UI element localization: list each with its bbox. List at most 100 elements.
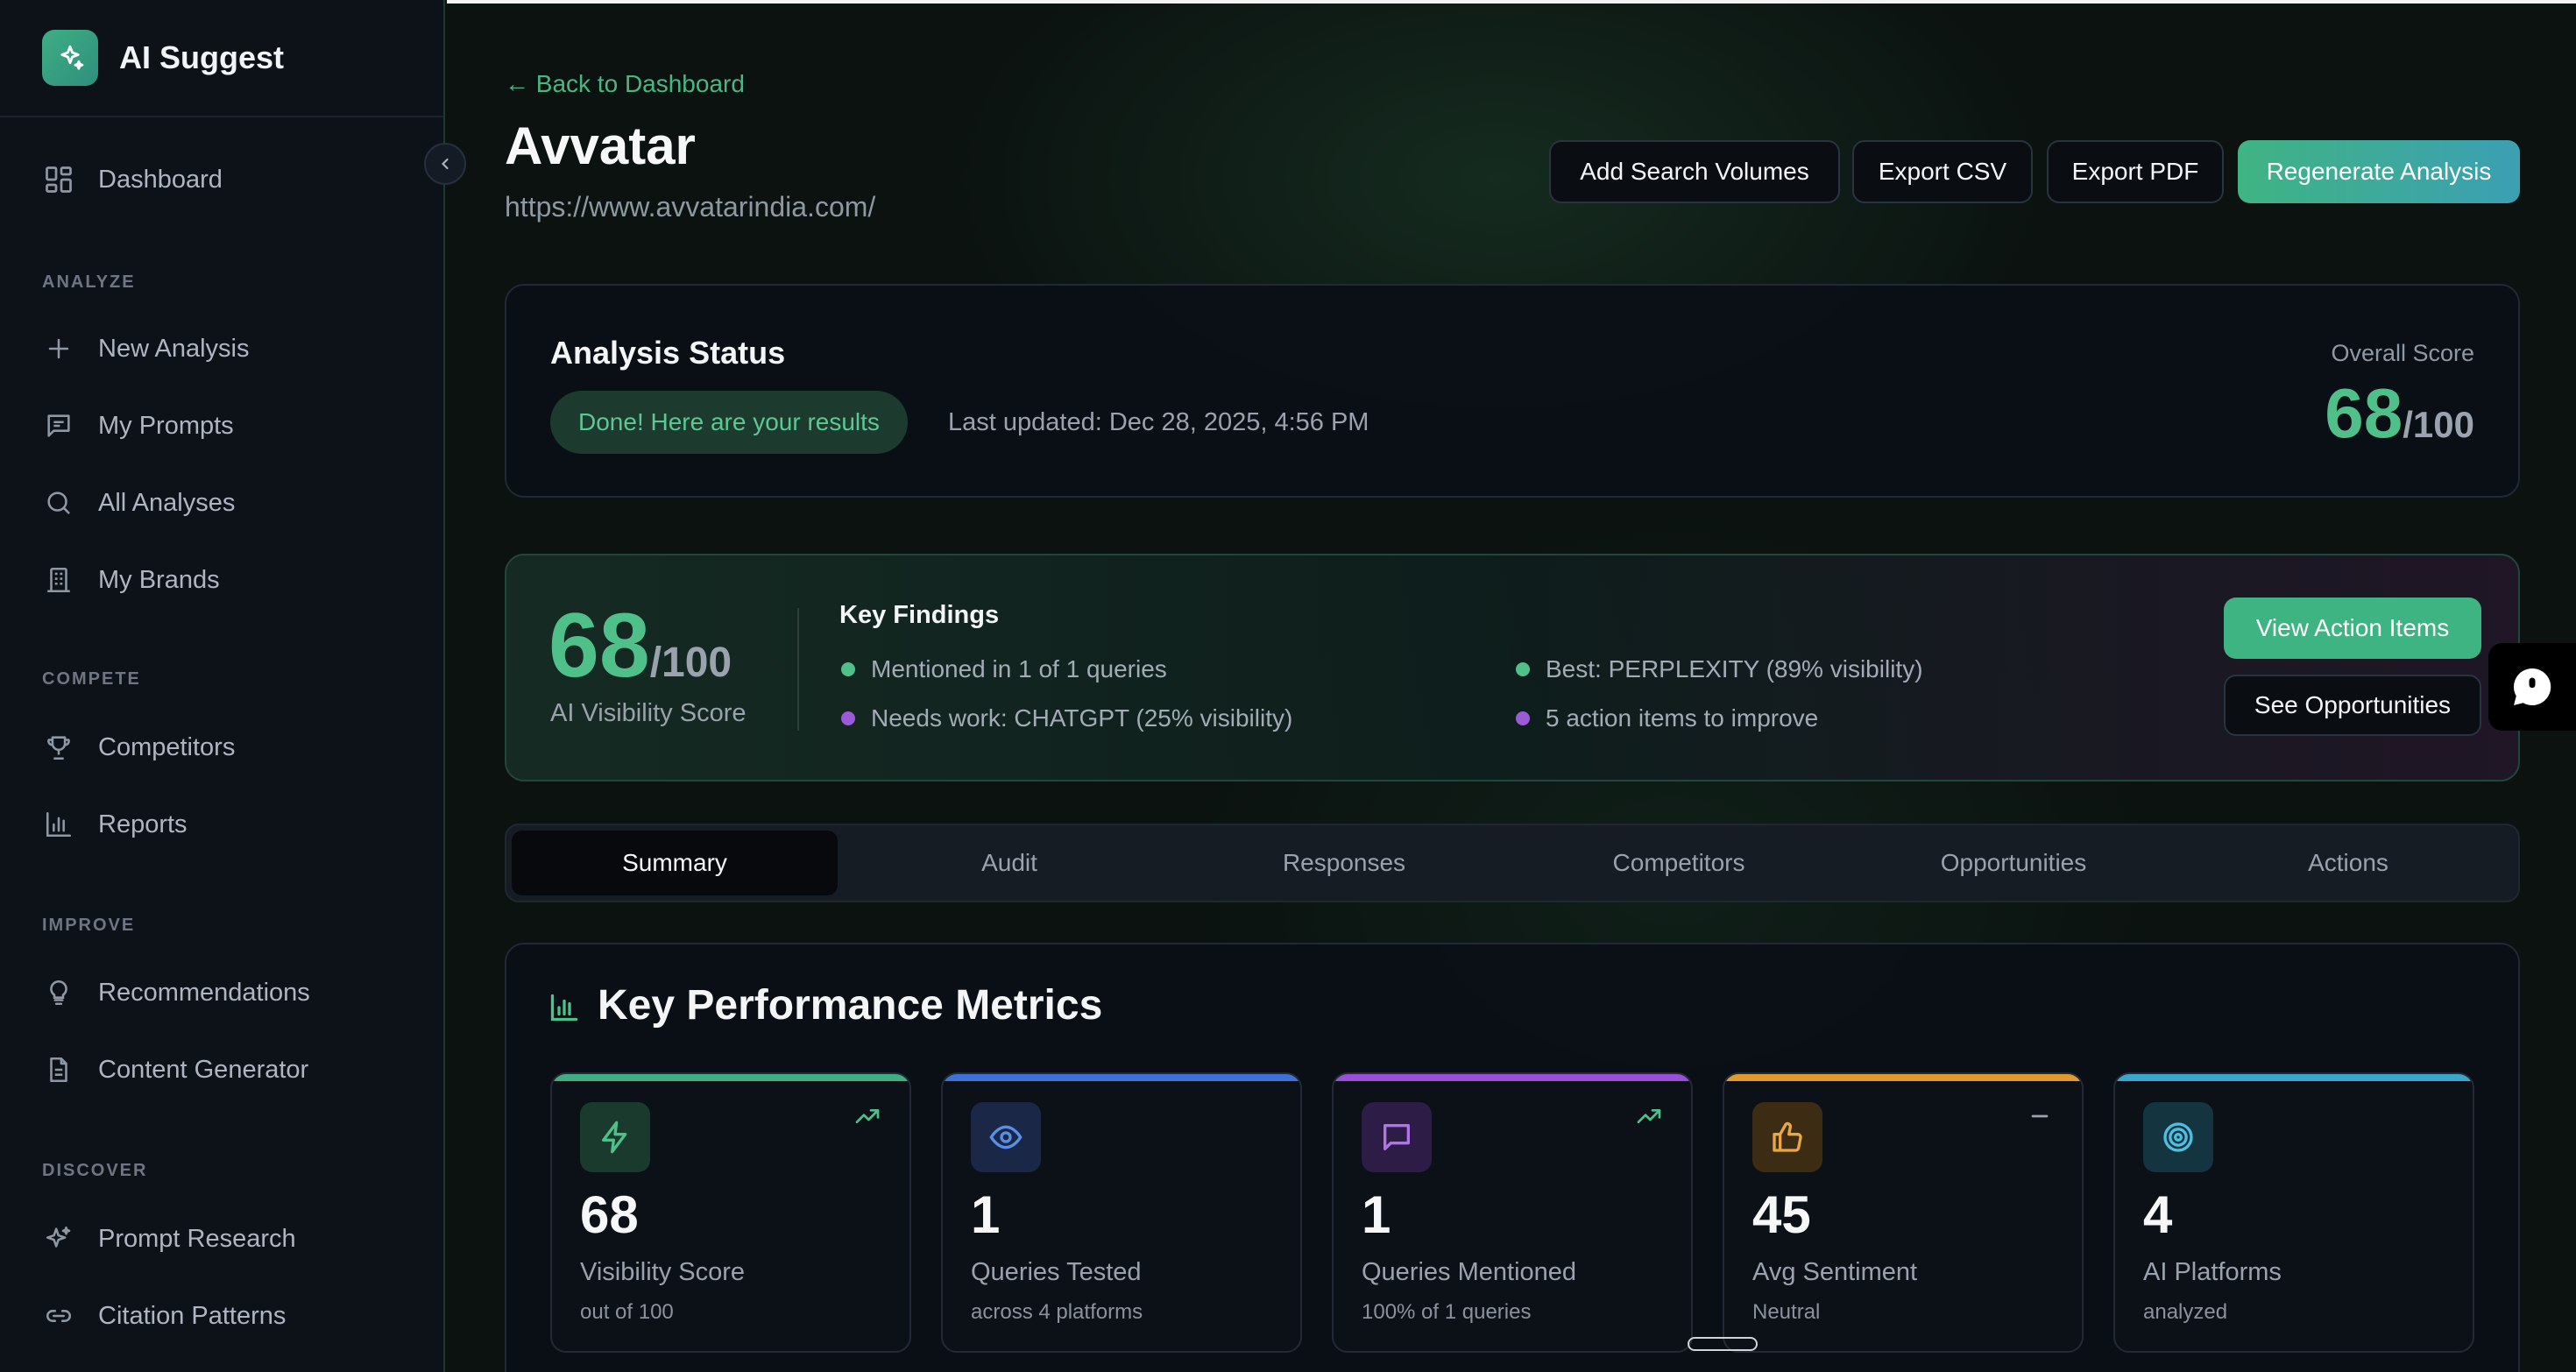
visibility-score: 68/100 — [548, 594, 732, 698]
green-dot-icon — [841, 662, 855, 676]
sidebar-item-recommendations[interactable]: Recommendations — [42, 966, 310, 1019]
metric-value: 1 — [971, 1185, 1001, 1244]
metric-subtext: 100% of 1 queries — [1362, 1300, 1532, 1324]
overall-score-denominator: /100 — [2403, 404, 2474, 445]
back-to-dashboard-link[interactable]: ← Back to Dashboard — [505, 70, 745, 97]
export-csv-button[interactable]: Export CSV — [1852, 140, 2033, 203]
metric-card-queries-mentioned: 1 Queries Mentioned 100% of 1 queries — [1332, 1072, 1693, 1353]
accent-bar — [2115, 1074, 2473, 1081]
sidebar-item-label: Reports — [98, 810, 188, 838]
chat-bubble-icon — [2513, 668, 2551, 705]
sidebar-item-dashboard[interactable]: Dashboard — [42, 153, 223, 206]
results-tabs: Summary Audit Responses Competitors Oppo… — [505, 824, 2520, 902]
tab-responses[interactable]: Responses — [1282, 849, 1406, 876]
brand: AI Suggest — [0, 0, 443, 117]
last-updated-text: Last updated: Dec 28, 2025, 4:56 PM — [948, 408, 1369, 436]
sparkle-logo-icon — [42, 30, 98, 86]
sidebar-item-reports[interactable]: Reports — [42, 798, 188, 851]
lightbulb-icon — [42, 976, 75, 1009]
eye-icon — [971, 1102, 1041, 1172]
finding-item: 5 action items to improve — [1516, 704, 1818, 732]
metric-subtext: Neutral — [1752, 1300, 1821, 1324]
trend-up-icon — [853, 1102, 881, 1135]
brand-url[interactable]: https://www.avvatarindia.com/ — [505, 191, 876, 223]
overall-score-label: Overall Score — [2331, 340, 2474, 366]
sidebar-item-citation-patterns[interactable]: Citation Patterns — [42, 1290, 286, 1342]
tab-competitors[interactable]: Competitors — [1612, 849, 1745, 876]
view-action-items-button[interactable]: View Action Items — [2224, 598, 2481, 659]
sidebar-item-label: New Analysis — [98, 334, 250, 363]
export-pdf-button[interactable]: Export PDF — [2047, 140, 2224, 203]
section-label-compete: COMPETE — [42, 669, 141, 689]
metric-value: 68 — [580, 1185, 639, 1244]
metric-card-visibility: 68 Visibility Score out of 100 — [550, 1072, 911, 1353]
finding-item: Needs work: CHATGPT (25% visibility) — [841, 704, 1292, 732]
key-findings-title: Key Findings — [839, 601, 1000, 629]
brand-name: AI Suggest — [119, 39, 285, 75]
metric-card-queries-tested: 1 Queries Tested across 4 platforms — [941, 1072, 1302, 1353]
sidebar-item-all-analyses[interactable]: All Analyses — [42, 477, 235, 529]
chat-icon — [1362, 1102, 1432, 1172]
tab-opportunities[interactable]: Opportunities — [1940, 849, 2087, 876]
visibility-summary-card: 68/100 AI Visibility Score Key Findings … — [505, 554, 2520, 781]
finding-text: 5 action items to improve — [1546, 704, 1819, 732]
metric-label: Queries Mentioned — [1362, 1258, 1577, 1286]
analysis-status-card: Analysis Status Done! Here are your resu… — [505, 284, 2520, 498]
regenerate-analysis-button[interactable]: Regenerate Analysis — [2238, 140, 2520, 203]
trophy-icon — [42, 731, 75, 764]
sidebar-item-label: My Prompts — [98, 411, 234, 440]
metric-subtext: analyzed — [2143, 1300, 2228, 1324]
sidebar-item-my-prompts[interactable]: My Prompts — [42, 400, 234, 452]
sidebar-item-label: Competitors — [98, 732, 236, 761]
overall-score-value: 68 — [2325, 374, 2403, 452]
chat-widget-button[interactable] — [2488, 643, 2576, 731]
finding-item: Best: PERPLEXITY (89% visibility) — [1516, 655, 1923, 683]
link-icon — [42, 1299, 75, 1333]
sidebar-item-my-brands[interactable]: My Brands — [42, 554, 220, 606]
metric-value: 1 — [1362, 1185, 1391, 1244]
metric-label: Avg Sentiment — [1752, 1258, 1918, 1286]
tab-audit[interactable]: Audit — [981, 849, 1037, 876]
metric-card-avg-sentiment: 45 Avg Sentiment Neutral — [1723, 1072, 2084, 1353]
page-title: Avvatar — [505, 117, 696, 175]
overall-score: 68/100 — [2325, 373, 2474, 454]
section-label-discover: DISCOVER — [42, 1161, 148, 1180]
purple-dot-icon — [841, 711, 855, 725]
bolt-icon — [580, 1102, 650, 1172]
see-opportunities-button[interactable]: See Opportunities — [2224, 675, 2481, 736]
target-icon — [2143, 1102, 2213, 1172]
plus-icon — [42, 332, 75, 365]
scroll-indicator[interactable] — [1688, 1337, 1758, 1351]
tab-actions[interactable]: Actions — [2308, 849, 2388, 876]
visibility-score-denominator: /100 — [649, 640, 732, 686]
finding-text: Needs work: CHATGPT (25% visibility) — [871, 704, 1293, 732]
accent-bar — [1724, 1074, 2082, 1081]
tab-summary[interactable]: Summary — [512, 831, 838, 895]
bar-chart-icon — [548, 992, 580, 1028]
purple-dot-icon — [1516, 711, 1530, 725]
divider — [797, 608, 799, 731]
finding-item: Mentioned in 1 of 1 queries — [841, 655, 1167, 683]
metric-subtext: across 4 platforms — [971, 1300, 1143, 1324]
sidebar-item-label: Citation Patterns — [98, 1301, 287, 1330]
sidebar-item-content-generator[interactable]: Content Generator — [42, 1043, 308, 1096]
chevron-left-icon — [442, 158, 449, 170]
collapse-sidebar-button[interactable] — [424, 143, 466, 185]
sidebar-item-new-analysis[interactable]: New Analysis — [42, 322, 249, 375]
section-label-analyze: ANALYZE — [42, 272, 136, 292]
add-search-volumes-button[interactable]: Add Search Volumes — [1549, 140, 1840, 203]
finding-text: Mentioned in 1 of 1 queries — [871, 655, 1167, 682]
trend-flat-icon — [2026, 1102, 2054, 1135]
sidebar-item-label: Content Generator — [98, 1055, 309, 1084]
sidebar-item-competitors[interactable]: Competitors — [42, 721, 235, 774]
main-content: ← Back to Dashboard Avvatar https://www.… — [447, 0, 2576, 1372]
search-icon — [42, 486, 75, 520]
metric-subtext: out of 100 — [580, 1300, 674, 1324]
visibility-score-value: 68 — [548, 595, 650, 697]
metrics-title: Key Performance Metrics — [598, 982, 1103, 1029]
sidebar-item-label: Prompt Research — [98, 1224, 296, 1253]
trend-up-icon — [1635, 1102, 1663, 1135]
message-square-icon — [42, 409, 75, 442]
metric-label: Visibility Score — [580, 1258, 746, 1286]
sidebar-item-prompt-research[interactable]: Prompt Research — [42, 1213, 296, 1265]
